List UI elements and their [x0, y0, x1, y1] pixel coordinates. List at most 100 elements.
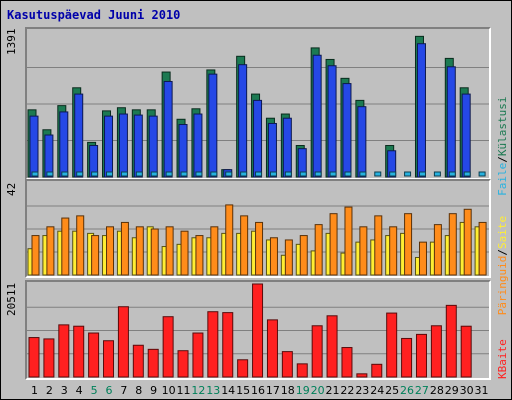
bar-kbytes-day-25 — [386, 312, 398, 378]
bar-kbytes-day-26 — [401, 337, 413, 378]
bar-sites-day-4 — [76, 171, 84, 177]
bar-kbytes-day-8 — [132, 344, 144, 378]
x-tick-label-day-23: 23 — [355, 384, 369, 397]
bar-files-day-23 — [357, 106, 367, 178]
bar-hits-day-1 — [31, 235, 40, 276]
bar-files-day-4 — [74, 93, 84, 178]
bar-hits-day-21 — [329, 213, 338, 276]
bar-files-day-16 — [253, 99, 263, 178]
bar-kbytes-day-17 — [266, 319, 278, 378]
bar-sites-day-27 — [418, 171, 426, 177]
bar-sites-day-1 — [31, 171, 39, 177]
x-tick-label-day-6: 6 — [105, 384, 112, 397]
bar-kbytes-day-27 — [415, 333, 427, 378]
bar-files-day-21 — [327, 65, 337, 178]
bar-hits-day-6 — [106, 226, 115, 276]
bar-files-day-15 — [238, 64, 248, 178]
bar-sites-day-18 — [284, 171, 292, 177]
bar-kbytes-day-3 — [58, 324, 70, 378]
bar-hits-day-29 — [448, 213, 457, 276]
bar-hits-day-3 — [61, 217, 70, 276]
x-tick-label-day-30: 30 — [460, 384, 474, 397]
bar-kbytes-day-1 — [28, 337, 40, 378]
x-tick-label-day-12: 12 — [191, 384, 205, 397]
bar-kbytes-day-30 — [460, 325, 472, 378]
bar-kbytes-day-16 — [252, 283, 264, 378]
bar-sites-day-19 — [299, 171, 307, 177]
bar-kbytes-day-19 — [296, 363, 308, 378]
x-tick-label-day-5: 5 — [91, 384, 98, 397]
bar-sites-day-24 — [374, 171, 382, 177]
bar-hits-day-14 — [225, 204, 234, 276]
bar-hits-day-24 — [374, 215, 383, 276]
bar-files-day-25 — [387, 150, 397, 178]
x-tick-label-day-19: 19 — [296, 384, 310, 397]
bar-sites-day-7 — [120, 171, 128, 177]
x-tick-label-day-7: 7 — [120, 384, 127, 397]
bar-files-day-5 — [89, 145, 99, 178]
bar-kbytes-day-6 — [103, 340, 115, 378]
bar-hits-day-7 — [120, 221, 129, 276]
x-tick-label-day-31: 31 — [475, 384, 489, 397]
bar-hits-day-10 — [165, 226, 174, 276]
x-tick-label-day-27: 27 — [415, 384, 429, 397]
bar-files-day-3 — [59, 111, 69, 178]
x-tick-label-day-18: 18 — [281, 384, 295, 397]
x-tick-label-day-15: 15 — [236, 384, 250, 397]
x-tick-label-day-28: 28 — [430, 384, 444, 397]
x-tick-label-day-2: 2 — [46, 384, 53, 397]
bar-kbytes-day-10 — [162, 316, 174, 378]
x-tick-label-day-14: 14 — [221, 384, 235, 397]
x-tick-label-day-17: 17 — [266, 384, 280, 397]
bar-files-day-13 — [208, 73, 218, 178]
bar-kbytes-day-14 — [222, 312, 234, 378]
bar-sites-day-23 — [359, 171, 367, 177]
bar-kbytes-day-11 — [177, 350, 189, 378]
x-tick-label-day-29: 29 — [445, 384, 459, 397]
bar-sites-day-29 — [448, 171, 456, 177]
bar-kbytes-day-20 — [311, 325, 323, 378]
chart-title: Kasutuspäevad Juuni 2010 — [7, 8, 181, 22]
bar-sites-day-26 — [404, 171, 412, 177]
bar-sites-day-16 — [255, 171, 263, 177]
bar-kbytes-day-23 — [356, 373, 368, 378]
bar-kbytes-day-22 — [341, 347, 353, 378]
bar-hits-day-18 — [284, 239, 293, 276]
bar-hits-day-17 — [269, 237, 278, 276]
bar-hits-day-22 — [344, 206, 353, 276]
x-tick-label-day-11: 11 — [176, 384, 190, 397]
legend-kbytes: KBaite — [496, 339, 509, 379]
bar-hits-day-30 — [463, 208, 472, 276]
x-tick-label-day-3: 3 — [61, 384, 68, 397]
bar-hits-day-2 — [46, 226, 55, 276]
x-tick-label-day-22: 22 — [340, 384, 354, 397]
bar-files-day-11 — [178, 124, 188, 178]
bar-hits-day-25 — [389, 226, 398, 276]
bar-files-day-9 — [148, 115, 158, 178]
bar-sites-day-10 — [165, 171, 173, 177]
x-tick-label-day-24: 24 — [370, 384, 384, 397]
bar-kbytes-day-15 — [237, 359, 249, 378]
legend-sep-2: / — [496, 156, 509, 163]
bar-kbytes-day-13 — [207, 311, 219, 378]
x-tick-label-day-4: 4 — [76, 384, 83, 397]
bar-hits-day-13 — [210, 226, 219, 276]
bar-files-day-1 — [29, 115, 39, 178]
bar-files-day-27 — [416, 43, 426, 178]
bar-kbytes-day-7 — [117, 306, 129, 378]
bar-files-day-7 — [118, 113, 128, 178]
bar-sites-day-12 — [195, 171, 203, 177]
legend-sites: Saite — [496, 215, 509, 250]
legend-sep: / — [496, 249, 509, 256]
bar-sites-day-14 — [225, 171, 233, 177]
bar-files-day-8 — [133, 114, 143, 178]
bar-kbytes-day-12 — [192, 332, 204, 378]
bar-hits-day-15 — [240, 215, 249, 276]
legend-files: Faile — [496, 162, 509, 196]
bar-files-day-18 — [282, 117, 292, 178]
bar-sites-day-25 — [389, 171, 397, 177]
x-tick-label-day-16: 16 — [251, 384, 265, 397]
x-tick-label-day-26: 26 — [400, 384, 414, 397]
